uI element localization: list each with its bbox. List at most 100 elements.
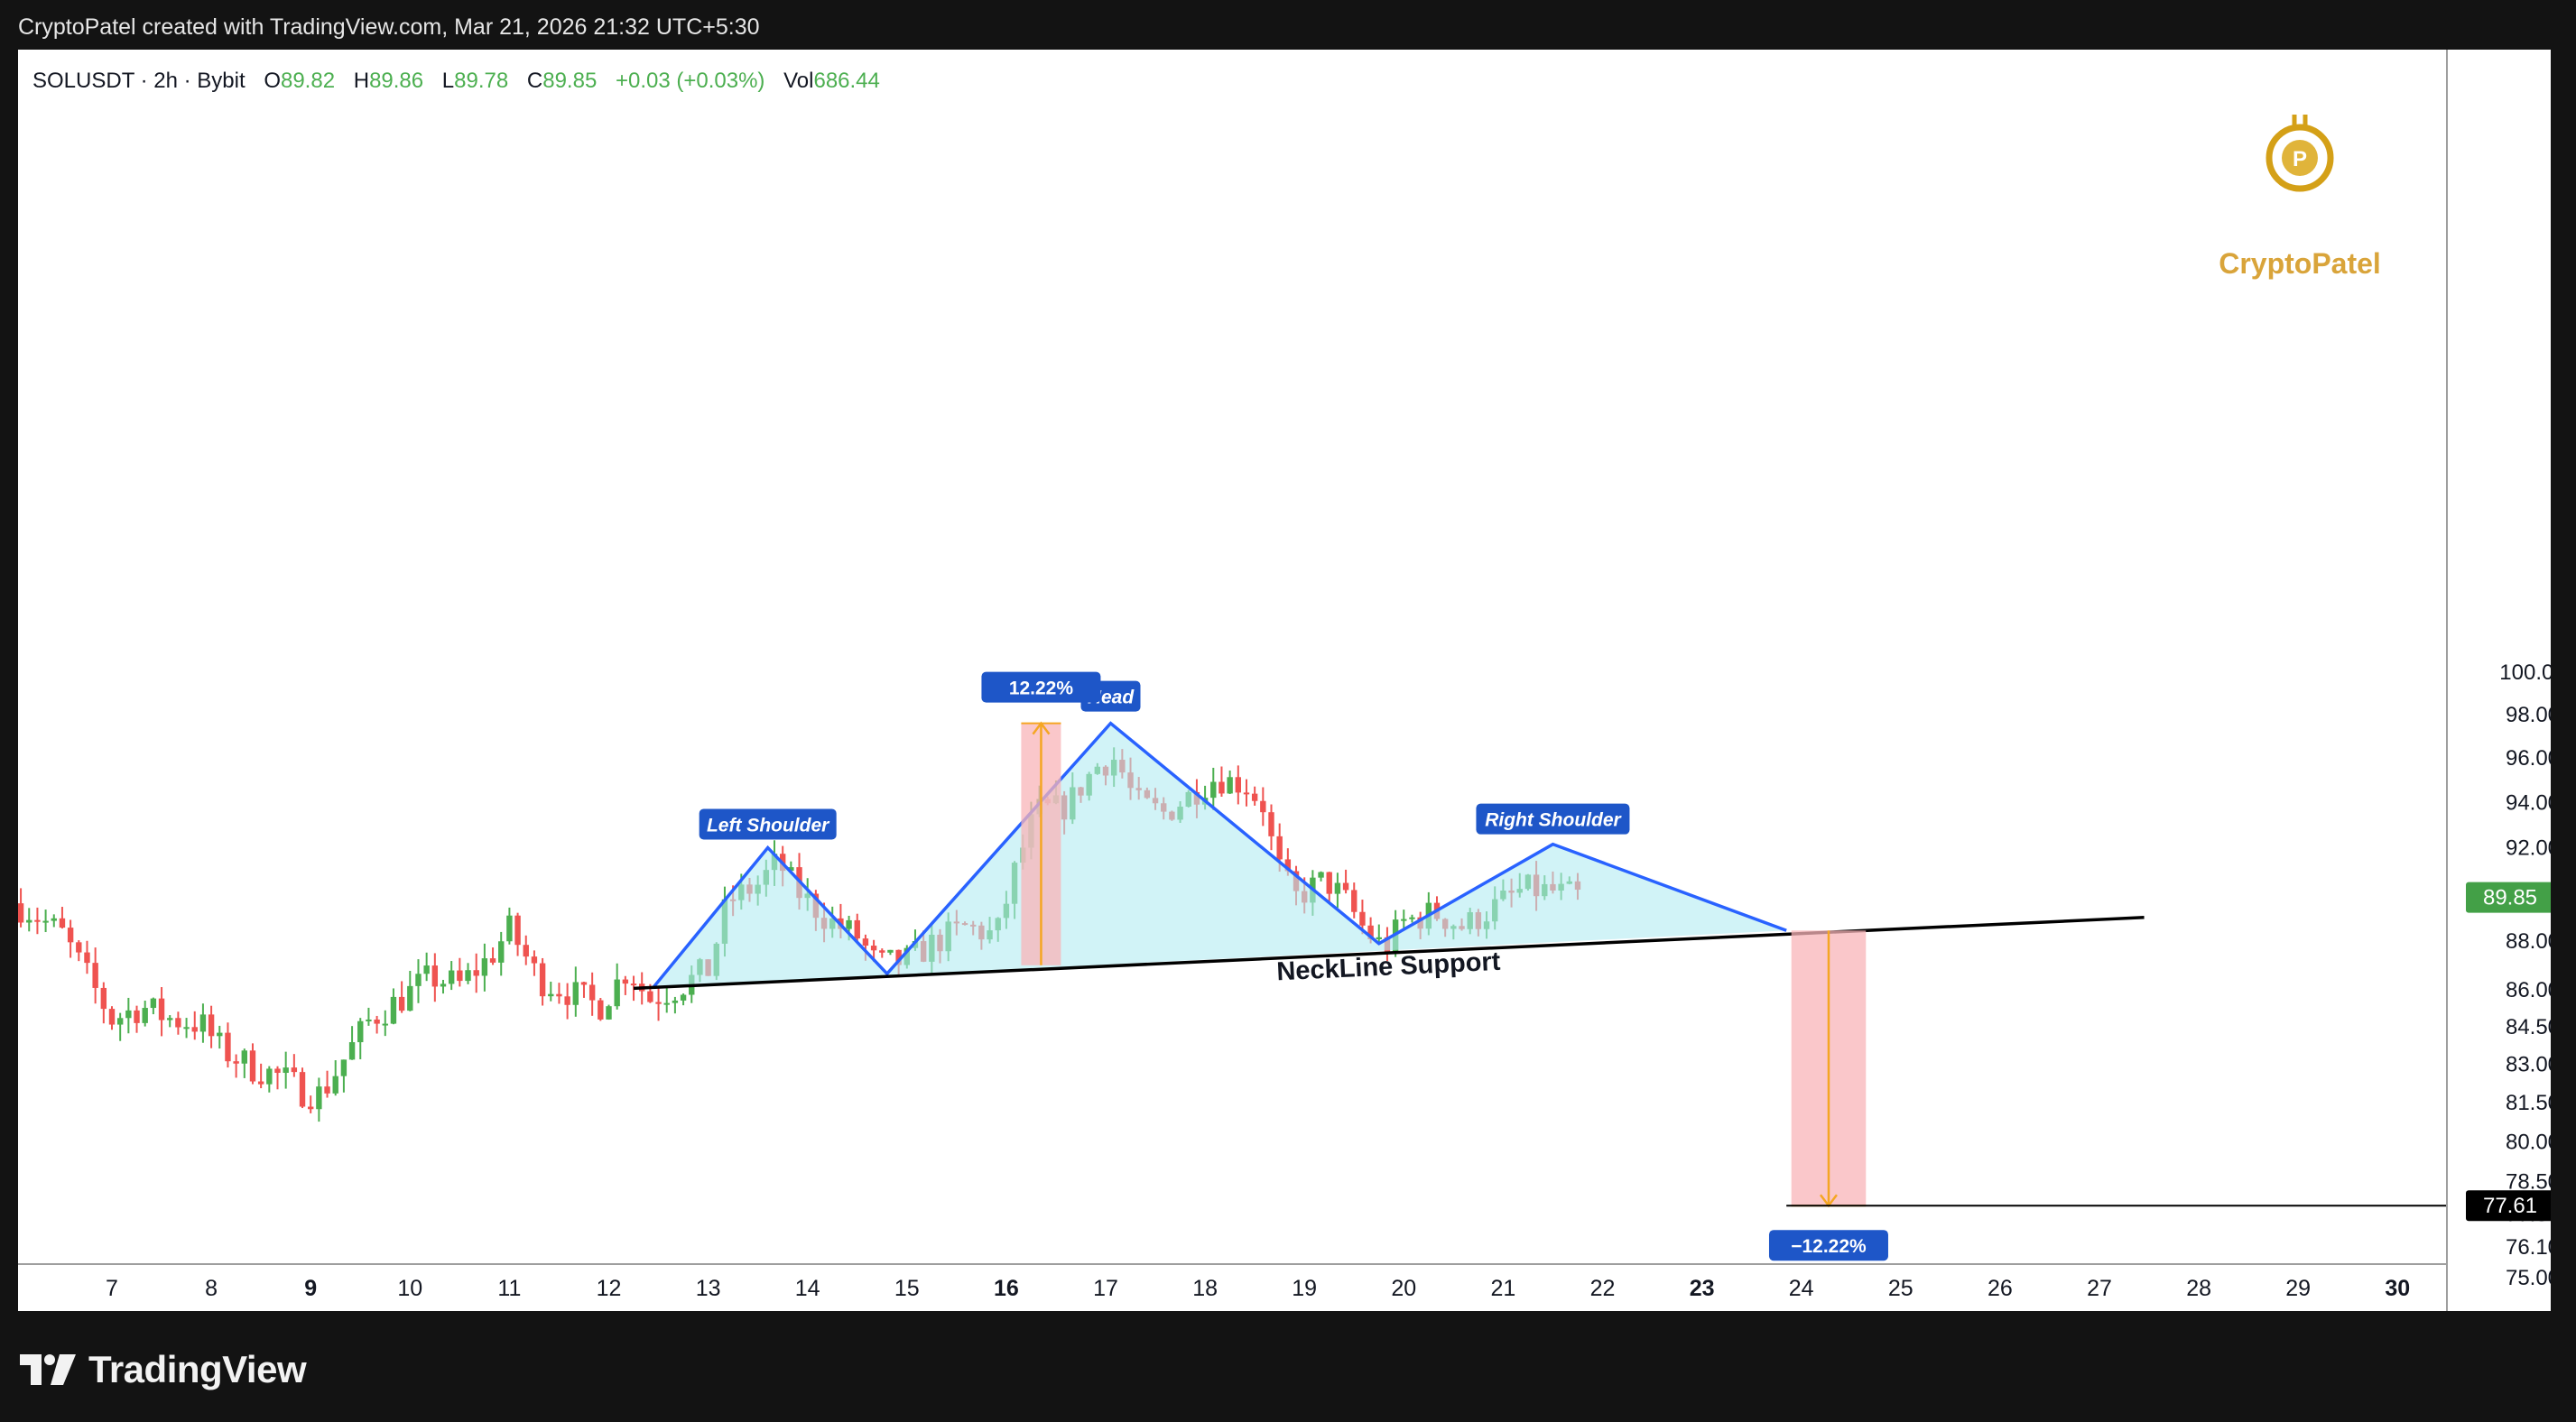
price-chart[interactable]: NeckLine Support Left ShoulderHeadRight … [18,50,2551,1311]
x-tick-label: 7 [106,1276,118,1301]
candle-body [116,1018,124,1025]
legend-high-value: 89.86 [369,69,423,93]
x-tick-label: 26 [1988,1276,2013,1301]
last-price-badge-bg [2466,882,2551,913]
last-price-badge[interactable]: 89.85 [2466,882,2551,913]
candle-body [1326,872,1332,894]
candle-body [283,1067,289,1074]
candle-body [531,956,538,964]
candle-body [1334,882,1341,894]
pattern-layer: NeckLine Support [633,721,2145,991]
x-tick-label: 17 [1093,1276,1118,1301]
measure-label-text: −12.22% [1791,1236,1867,1257]
candle-body [274,1068,281,1074]
candle-body [332,1076,338,1094]
pattern-outline [652,721,1787,989]
candle-body [1219,781,1225,794]
candle-body [366,1019,372,1021]
x-tick-label: 23 [1690,1276,1715,1301]
logo-ring-icon [2266,124,2334,192]
candle-body [655,1002,662,1004]
measure-label-text: 12.22% [1009,679,1074,699]
legend-open-label: O [264,69,281,93]
measure-label-bg [981,671,1101,703]
candle-body [1268,812,1274,836]
candle-body [1260,800,1266,813]
candle-body [862,938,869,946]
neckline [633,916,2145,991]
candle-body [191,1027,198,1032]
x-tick-label: 28 [2186,1276,2211,1301]
legend-low-value: 89.78 [454,69,508,93]
target-price-badge[interactable]: 77.61 [2466,1190,2551,1222]
y-tick-label: 86.00 [2506,978,2551,1002]
candle-body [580,982,588,985]
target-price-badge-text: 77.61 [2483,1194,2537,1218]
candle-body [548,993,554,997]
candle-body [1376,937,1382,939]
logo-p-glyph: P [2293,147,2307,171]
x-axis[interactable]: 7 8 9 10 11 12 13 14 15 16 17 18 19 20 21 22 23 24 25 26 27 2… [106,1276,2410,1301]
candle-body [18,903,24,923]
y-tick-label: 98.00 [2506,703,2551,727]
candle-body [249,1050,256,1082]
candle-body [241,1050,247,1064]
candle-body [588,984,596,1001]
candle-body [854,919,860,939]
candle-body [887,949,894,953]
x-tick-label: 25 [1888,1276,1913,1301]
candle-body [51,918,57,921]
candle-body [67,928,74,943]
legend-open-value: 89.82 [281,69,335,93]
y-tick-label: 92.00 [2506,836,2551,860]
candle-body [84,952,90,964]
candle-body [630,983,637,986]
measure-label[interactable]: −12.22% [1768,1230,1888,1261]
candle-body [167,1018,173,1020]
tradingview-wordmark: TradingView [88,1348,307,1390]
pattern-fill [653,723,1787,988]
candle-body [299,1072,306,1107]
candle-body [316,1086,322,1110]
x-tick-label: 14 [795,1276,820,1301]
measure-label[interactable]: 12.22% [981,671,1101,703]
candle-body [431,965,439,987]
candle-body [199,1014,207,1032]
candle-body [92,963,98,988]
legend-change: +0.03 (+0.03%) [616,69,764,93]
candle-body [1227,777,1233,794]
candle-body [257,1081,264,1085]
tradingview-brand[interactable]: TradingView [20,1343,307,1397]
x-tick-label: 27 [2087,1276,2112,1301]
candle-body [348,1042,356,1060]
right-shoulder-label[interactable]: Right Shoulder [1476,803,1630,835]
y-tick-label: 84.50 [2506,1015,2551,1039]
left-shoulder-label-bg [699,808,837,840]
candle-body [647,991,653,1002]
measure-label-bg [1768,1230,1888,1261]
candle-body [1284,859,1292,872]
legend-low-label: L [442,69,454,93]
y-tick-label: 78.50 [2506,1170,2551,1195]
y-tick-label: 100.00 [2499,660,2551,685]
legend-vol-label: Vol [783,69,813,93]
y-tick-label: 76.10 [2506,1235,2551,1260]
candle-body [598,1000,604,1020]
candle-body [407,985,413,1011]
candle-body [374,1019,380,1024]
chart-caption: CryptoPatel created with TradingView.com… [18,14,760,40]
candle-body [680,994,687,1001]
left-shoulder-label[interactable]: Left Shoulder [699,808,837,840]
candle-body [622,979,629,984]
x-tick-label: 12 [597,1276,622,1301]
candle-body [1351,890,1357,912]
y-tick-label: 94.00 [2506,790,2551,815]
chart-panel[interactable]: NeckLine Support Left Shoulder Head Right … [18,50,2551,1311]
candle-body [308,1106,314,1110]
candle-body [1401,919,1407,921]
candle-body [564,996,570,1005]
candle-body [340,1059,347,1076]
candle-body [183,1027,190,1030]
x-tick-label: 24 [1789,1276,1814,1301]
last-price-badge-text: 89.85 [2483,886,2537,910]
